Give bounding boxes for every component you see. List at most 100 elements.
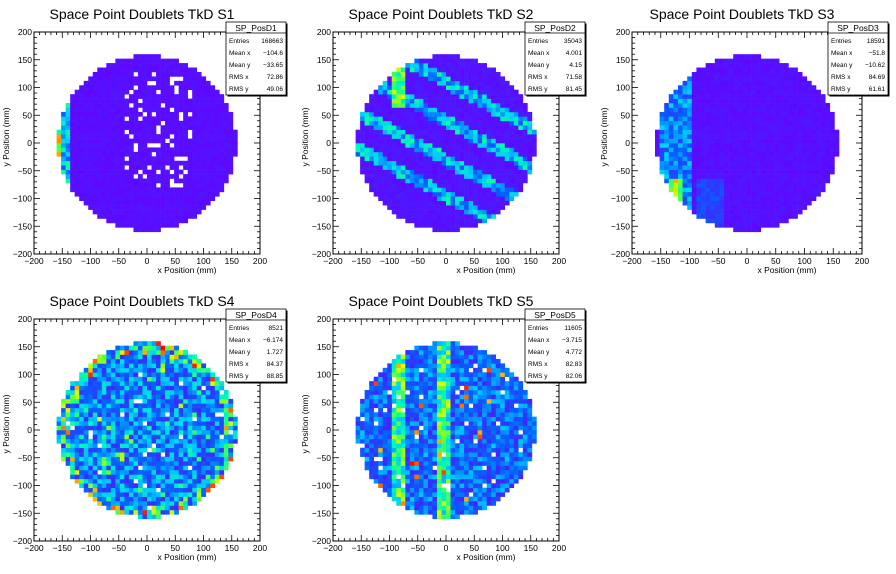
histogram-bin <box>742 187 748 193</box>
histogram-bin <box>147 461 152 466</box>
histogram-bin <box>691 125 697 130</box>
histogram-bin <box>101 438 107 444</box>
histogram-bin <box>56 421 62 426</box>
histogram-bin <box>110 218 116 224</box>
histogram-bin <box>165 76 170 82</box>
histogram-bin <box>205 160 211 166</box>
histogram-bin <box>214 125 220 130</box>
histogram-bin <box>160 111 166 117</box>
histogram-bin <box>169 372 175 378</box>
histogram-bin <box>147 483 152 489</box>
histogram-bin <box>119 120 125 126</box>
histogram-bin <box>115 85 121 91</box>
histogram-bin <box>92 363 98 369</box>
histogram-bin <box>128 191 134 197</box>
histogram-bin <box>124 209 130 215</box>
histogram-bin <box>522 116 528 122</box>
histogram-bin <box>691 116 697 122</box>
histogram-bin <box>178 425 184 431</box>
histogram-bin <box>110 438 116 444</box>
histogram-bin <box>214 394 220 400</box>
histogram-bin <box>751 125 757 130</box>
histogram-bin <box>128 187 134 193</box>
histogram-bin <box>446 129 451 135</box>
histogram-bin <box>797 160 803 166</box>
histogram-bin <box>760 116 766 122</box>
histogram-bin <box>409 200 415 206</box>
histogram-bin <box>733 218 739 224</box>
histogram-bin <box>142 372 148 378</box>
histogram-bin <box>133 178 139 184</box>
histogram-bin <box>165 487 170 493</box>
histogram-bin <box>187 214 193 219</box>
histogram-bin <box>414 218 420 224</box>
histogram-bin <box>464 187 469 193</box>
histogram-bin <box>165 98 170 104</box>
histogram-bin <box>783 160 789 166</box>
histogram-bin <box>133 412 139 417</box>
histogram-bin <box>414 182 420 188</box>
histogram-bin <box>705 103 711 108</box>
histogram-bin <box>115 381 121 386</box>
histogram-bin <box>137 63 143 68</box>
histogram-bin <box>793 129 798 135</box>
histogram-bin <box>183 505 188 511</box>
histogram-bin <box>156 165 161 170</box>
histogram-bin <box>733 67 739 73</box>
histogram-bin <box>187 169 193 175</box>
histogram-bin <box>178 372 184 378</box>
histogram-bin <box>378 134 384 139</box>
histogram-bin <box>705 209 711 215</box>
histogram-bin <box>228 412 234 417</box>
histogram-bin <box>427 120 433 126</box>
histogram-bin <box>192 381 198 386</box>
histogram-bin <box>201 381 207 386</box>
histogram-bin <box>678 169 683 175</box>
histogram-bin <box>779 94 785 99</box>
histogram-bin <box>423 191 429 197</box>
histogram-bin <box>101 363 107 369</box>
histogram-bin <box>436 200 442 206</box>
histogram-bin <box>142 80 148 86</box>
histogram-bin <box>427 191 433 197</box>
histogram-bin <box>151 367 157 373</box>
histogram-bin <box>110 71 116 77</box>
histogram-bin <box>133 116 139 122</box>
histogram-bin <box>106 138 112 144</box>
histogram-bin <box>178 376 184 382</box>
histogram-bin <box>409 107 415 113</box>
histogram-bin <box>106 505 112 511</box>
histogram-bin <box>133 469 139 475</box>
histogram-bin <box>65 125 71 130</box>
histogram-bin <box>742 178 748 184</box>
histogram-bin <box>396 85 402 91</box>
histogram-bin <box>495 209 501 215</box>
histogram-bin <box>719 143 725 148</box>
histogram-bin <box>733 160 739 166</box>
histogram-bin <box>178 169 184 175</box>
histogram-bin <box>373 98 379 104</box>
histogram-bin <box>719 165 725 170</box>
histogram-bin <box>192 214 198 219</box>
histogram-bin <box>728 147 734 153</box>
histogram-bin <box>436 103 442 108</box>
histogram-bin <box>156 120 161 126</box>
histogram-bin <box>774 58 780 64</box>
histogram-bin <box>513 98 519 104</box>
histogram-bin <box>687 205 693 210</box>
histogram-bin <box>196 434 202 440</box>
histogram-bin <box>156 443 161 449</box>
histogram-bin <box>128 350 134 355</box>
histogram-bin <box>518 138 524 144</box>
histogram-bin <box>83 147 89 153</box>
histogram-bin <box>178 501 184 506</box>
histogram-bin <box>156 214 161 219</box>
histogram-bin <box>97 178 103 184</box>
histogram-bin <box>751 151 757 157</box>
histogram-bin <box>192 412 198 417</box>
histogram-bin <box>491 116 497 122</box>
histogram-bin <box>156 54 161 59</box>
histogram-bin <box>124 412 130 417</box>
histogram-bin <box>97 465 103 471</box>
histogram-bin <box>115 209 121 215</box>
